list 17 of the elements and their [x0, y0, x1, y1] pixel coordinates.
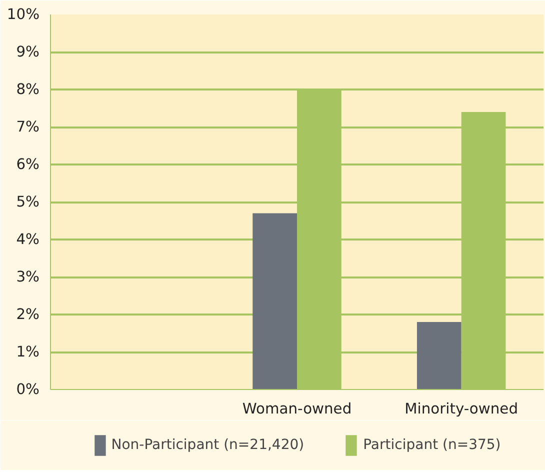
bar: [416, 322, 462, 390]
legend-label: Non-Participant (n=21,420): [111, 437, 304, 453]
y-tick-label: 8%: [16, 81, 40, 98]
x-tick-label: Minority-owned: [404, 400, 518, 418]
y-tick-label: 3%: [16, 268, 40, 286]
x-tick-label: Woman-owned: [242, 400, 352, 418]
y-tick-label: 10%: [6, 6, 40, 23]
bar: [252, 213, 297, 390]
y-tick-label: 0%: [16, 381, 40, 398]
y-tick-label: 1%: [16, 344, 40, 360]
legend-label: Participant (n=375): [363, 437, 501, 453]
y-tick-label: 9%: [16, 44, 40, 60]
y-tick-label: 5%: [16, 194, 40, 210]
y-tick-label: 7%: [16, 118, 40, 136]
y-tick-label: 4%: [16, 231, 40, 248]
y-tick-label: 2%: [16, 306, 40, 323]
y-tick-label: 6%: [16, 156, 40, 173]
